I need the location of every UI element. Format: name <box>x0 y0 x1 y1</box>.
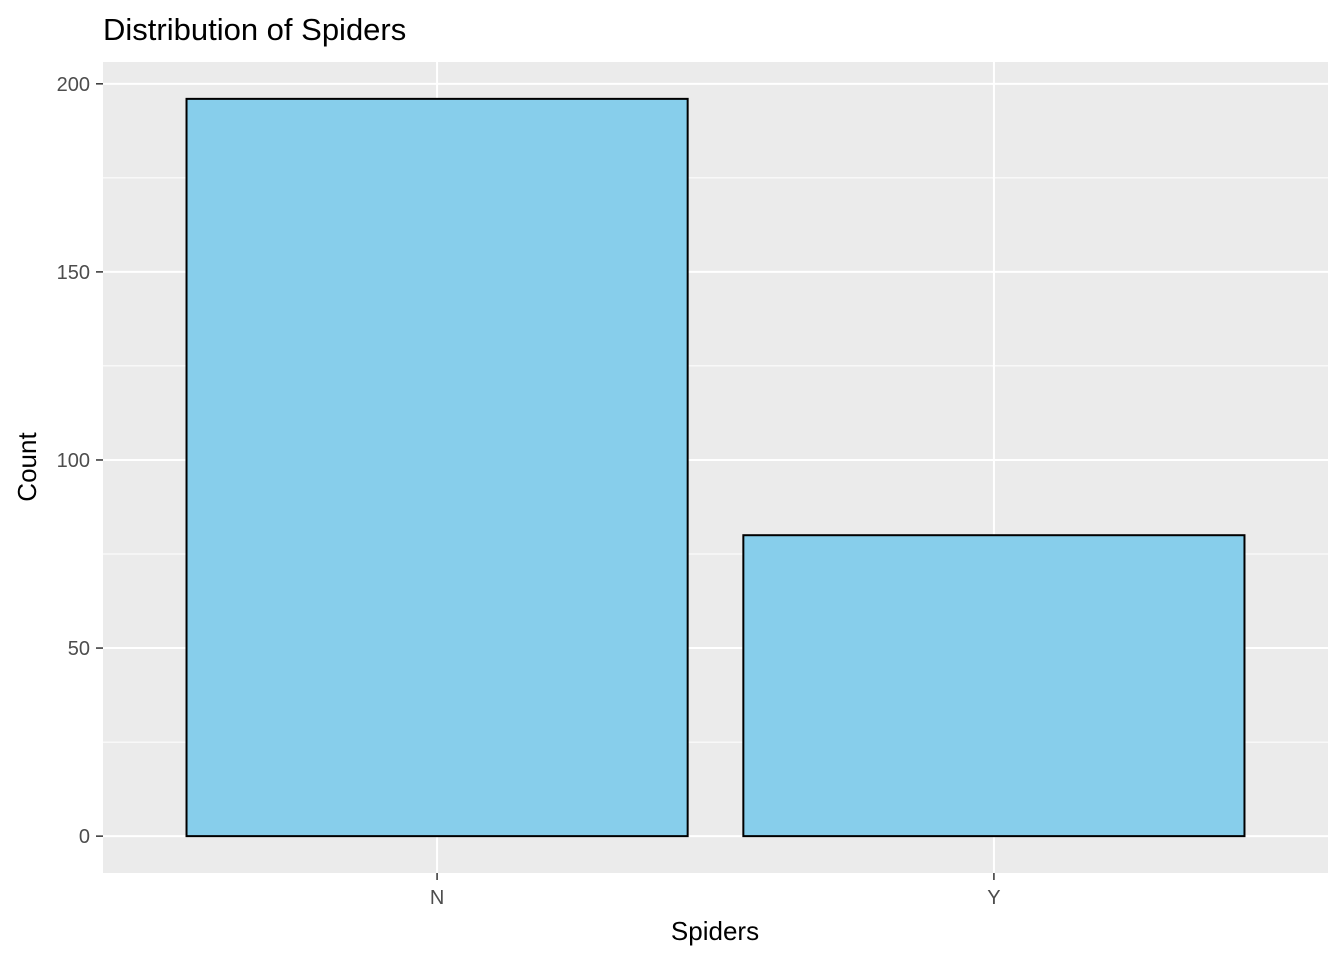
bar-N <box>185 97 689 838</box>
y-tick-label: 0 <box>79 826 90 848</box>
y-tick-label: 200 <box>57 74 90 96</box>
y-axis: 0 50 100 150 200 <box>57 74 103 848</box>
x-tick-label: Y <box>987 887 1000 909</box>
bars <box>185 97 1246 838</box>
chart-title: Distribution of Spiders <box>103 12 406 47</box>
bar-Y <box>742 534 1246 838</box>
y-tick-label: 150 <box>57 262 90 284</box>
y-axis-title: Count <box>12 432 42 502</box>
x-axis-title: Spiders <box>671 916 759 946</box>
x-tick-label: N <box>430 887 444 909</box>
y-tick-label: 50 <box>68 638 90 660</box>
y-tick-label: 100 <box>57 450 90 472</box>
